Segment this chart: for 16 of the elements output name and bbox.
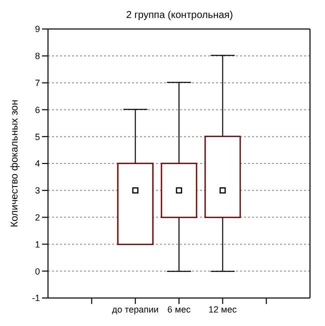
y-tick-label: 3 xyxy=(34,186,40,196)
y-tick-label: -1 xyxy=(32,293,40,304)
y-tick-label: 2 xyxy=(34,212,40,222)
y-tick-label: 1 xyxy=(34,239,40,250)
y-tick-label: 0 xyxy=(34,266,40,276)
y-tick-label: 8 xyxy=(34,51,40,62)
y-tick-label: 6 xyxy=(34,104,40,115)
y-tick-label: 9 xyxy=(34,24,40,34)
y-axis-title: Количество фокальных зон xyxy=(10,100,21,228)
y-tick-label: 5 xyxy=(34,132,40,142)
x-tick-label: до терапии xyxy=(112,304,159,314)
y-tick-label: 7 xyxy=(34,78,40,88)
x-tick-label: 12 мес xyxy=(208,304,238,314)
x-tick-label: 6 мес xyxy=(167,304,192,314)
chart-title: 2 группа (контрольная) xyxy=(125,10,234,21)
y-tick-label: 4 xyxy=(34,158,40,169)
